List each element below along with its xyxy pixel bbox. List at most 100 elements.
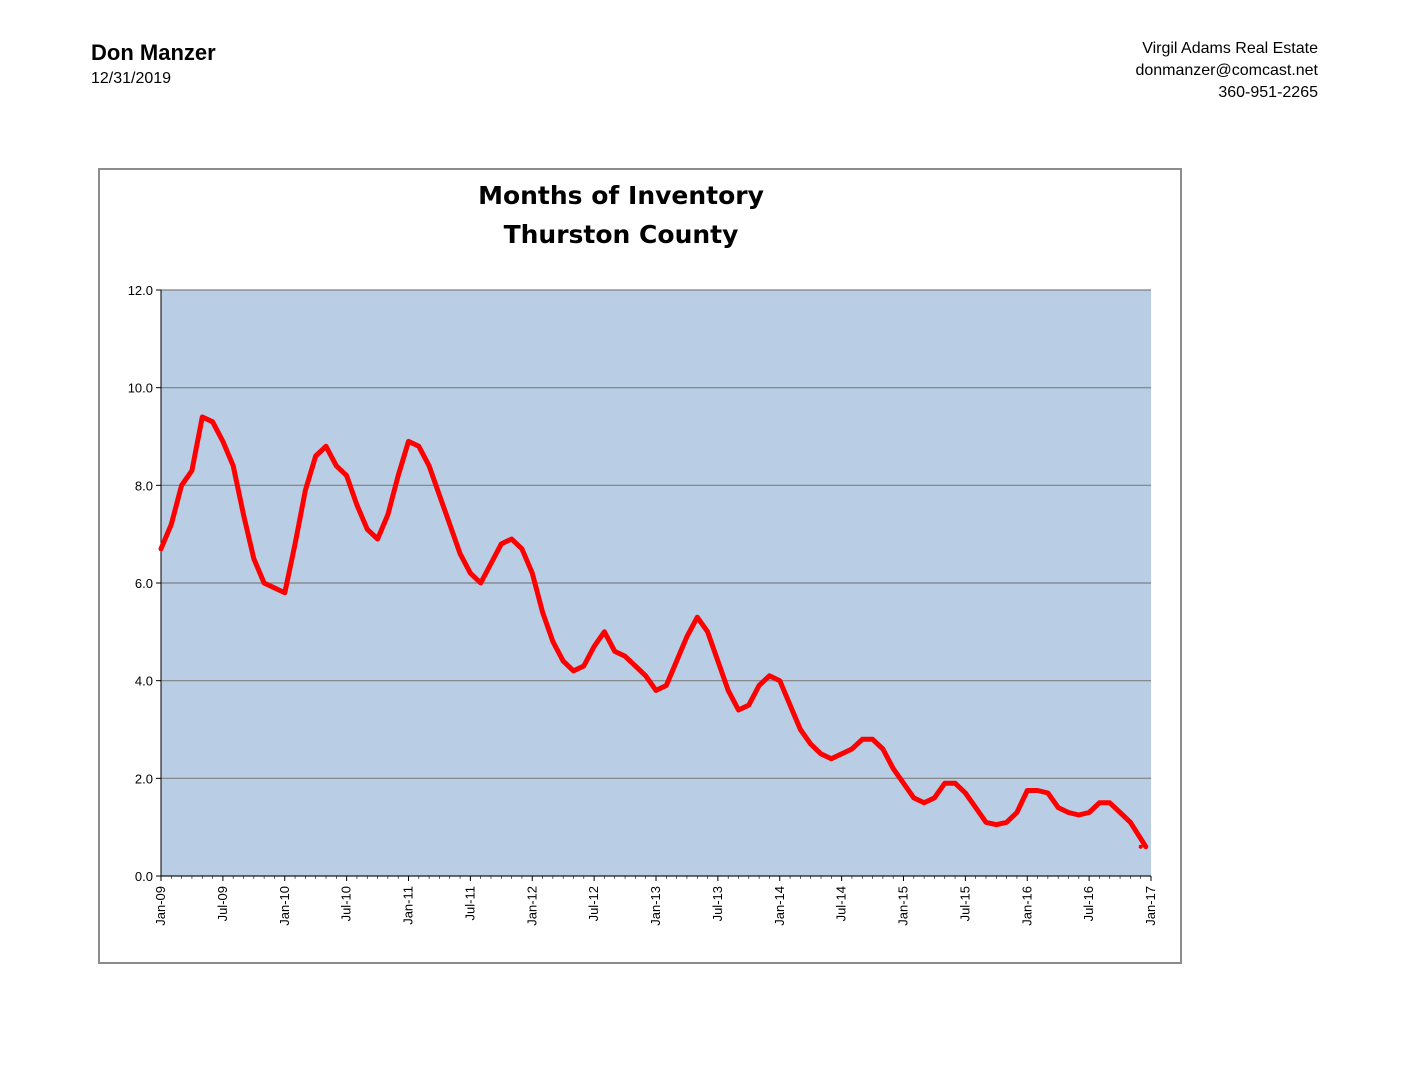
data-point [571,668,576,673]
data-point [293,541,298,546]
x-tick-label: Jan-10 [277,886,292,926]
data-point [1014,810,1019,815]
data-point [736,708,741,712]
data-point [901,781,906,786]
y-tick-label: 10.0 [128,381,153,396]
series-line [158,414,1149,850]
data-point [1128,820,1133,825]
chart-frame: Months of Inventory Thurston County 0.0 2… [98,168,1182,964]
data-point [416,444,421,449]
data-point [911,795,916,800]
data-point [396,473,401,478]
x-tick-label: Jan-17 [1143,886,1158,926]
data-point [623,654,628,659]
data-point [478,581,483,585]
data-point [788,703,793,708]
data-point [767,673,772,678]
data-point [798,727,803,732]
data-point [458,551,463,556]
x-tick-label: Jul-14 [834,886,849,921]
data-point [468,571,473,576]
data-point [757,683,762,688]
data-point [819,751,823,756]
data-point [654,688,658,693]
data-point [1025,788,1030,793]
data-point [220,439,225,444]
data-point [561,659,566,664]
data-point [1138,844,1143,849]
data-point [509,537,514,541]
data-point [684,634,689,639]
data-point [375,537,380,541]
data-point [159,546,163,551]
x-tick-label: Jan-16 [1019,886,1034,926]
data-point [726,688,731,693]
data-point [633,664,638,668]
author-name: Don Manzer [91,40,216,65]
data-point [489,561,493,566]
axes: 0.0 2.0 4.0 6.0 8.0 10.0 12.0 Jan-09 Jul-09 Jan-1… [128,283,1158,926]
data-point [354,502,359,507]
data-point [241,512,246,517]
data-point [695,615,700,620]
data-point [200,415,205,419]
data-point [932,795,937,800]
data-point [643,673,648,678]
y-tick-label: 0.0 [135,869,153,884]
data-point [973,805,978,810]
data-point [406,439,411,444]
data-point [839,751,844,756]
data-point [715,659,720,664]
data-point [674,659,679,664]
data-point [1004,820,1009,825]
x-tick-label: Jul-11 [462,886,477,920]
data-point [385,512,390,517]
x-tick-label: Jan-12 [524,886,539,926]
data-point [1087,810,1092,815]
data-point [1107,800,1112,805]
data-point [324,444,328,449]
data-point [581,664,586,668]
data-point [530,571,535,576]
contact-block: Virgil Adams Real Estate donmanzer@comca… [1135,38,1318,104]
data-point [313,454,318,458]
data-point [808,742,813,747]
data-point [1045,791,1050,795]
company-name: Virgil Adams Real Estate [1142,40,1318,57]
data-point [1118,810,1123,815]
data-point [953,781,958,786]
y-tick-label: 8.0 [135,478,153,493]
data-point [334,463,339,468]
x-tick-label: Jul-16 [1081,886,1096,921]
data-point [592,644,597,649]
data-point [344,473,349,478]
series-layer [158,414,1149,850]
data-point [262,581,267,585]
chart-subtitle: Thurston County [504,220,739,249]
data-point [984,820,988,825]
data-point [870,737,875,742]
data-point [282,590,287,595]
report-date: 12/31/2019 [91,70,172,87]
data-point [499,541,504,546]
x-tick-label: Jan-11 [401,886,416,925]
y-tick-label: 6.0 [135,576,153,591]
data-point [1076,813,1081,817]
data-point [612,649,617,654]
data-point [179,483,184,488]
data-point [963,791,968,795]
data-point [705,629,710,634]
data-point [1035,788,1040,793]
data-point [777,678,782,683]
data-point [540,610,545,615]
data-point [1056,805,1061,810]
x-tick-label: Jul-12 [586,886,601,921]
data-point [602,629,607,634]
y-tick-label: 4.0 [135,674,153,689]
data-point [189,468,194,473]
data-point [437,493,442,498]
contact-phone: 360-951-2265 [1218,84,1318,101]
data-point [231,463,236,468]
data-point [303,488,308,493]
data-point [922,800,927,805]
